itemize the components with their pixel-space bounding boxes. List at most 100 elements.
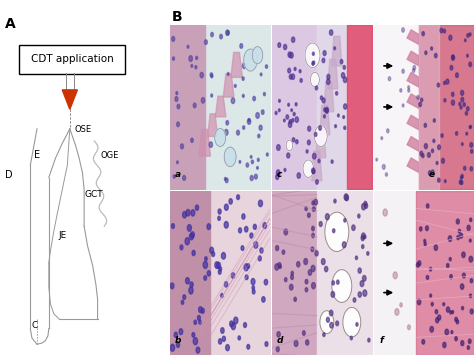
Circle shape xyxy=(470,125,472,128)
Circle shape xyxy=(203,261,208,268)
Circle shape xyxy=(459,102,461,106)
Circle shape xyxy=(320,311,334,334)
Circle shape xyxy=(219,269,221,274)
Circle shape xyxy=(466,132,468,135)
Circle shape xyxy=(299,70,301,73)
Circle shape xyxy=(343,307,361,337)
Circle shape xyxy=(332,281,335,285)
Circle shape xyxy=(460,176,462,179)
Circle shape xyxy=(311,283,315,289)
Circle shape xyxy=(325,109,328,113)
Circle shape xyxy=(210,73,213,77)
Circle shape xyxy=(362,233,365,239)
Circle shape xyxy=(312,61,315,65)
Polygon shape xyxy=(324,82,334,112)
Polygon shape xyxy=(215,96,226,117)
Circle shape xyxy=(276,347,279,352)
Circle shape xyxy=(252,47,263,64)
Circle shape xyxy=(258,200,263,207)
Circle shape xyxy=(461,90,464,95)
Circle shape xyxy=(431,149,434,153)
Circle shape xyxy=(368,338,370,342)
Circle shape xyxy=(314,132,317,136)
Circle shape xyxy=(443,342,446,348)
Circle shape xyxy=(266,153,268,156)
Circle shape xyxy=(340,60,343,64)
Text: d: d xyxy=(277,336,283,345)
Circle shape xyxy=(190,233,193,240)
Circle shape xyxy=(181,144,183,149)
Circle shape xyxy=(436,162,438,165)
Circle shape xyxy=(177,161,178,164)
Circle shape xyxy=(256,166,258,169)
Polygon shape xyxy=(231,53,242,77)
Circle shape xyxy=(253,224,256,229)
Circle shape xyxy=(412,69,415,72)
Circle shape xyxy=(311,168,315,173)
Circle shape xyxy=(456,132,458,135)
Circle shape xyxy=(173,175,175,178)
Circle shape xyxy=(460,284,464,289)
Circle shape xyxy=(193,103,196,108)
Circle shape xyxy=(335,125,337,128)
Circle shape xyxy=(312,233,314,237)
Circle shape xyxy=(441,134,443,137)
Circle shape xyxy=(367,252,369,255)
Circle shape xyxy=(288,52,292,58)
Circle shape xyxy=(460,180,463,185)
Circle shape xyxy=(356,256,357,260)
Circle shape xyxy=(343,66,346,69)
Circle shape xyxy=(226,345,229,351)
Polygon shape xyxy=(320,105,330,135)
Text: E: E xyxy=(34,150,40,160)
Circle shape xyxy=(312,169,315,174)
Circle shape xyxy=(463,103,465,106)
Circle shape xyxy=(240,44,243,48)
Circle shape xyxy=(400,303,402,307)
Circle shape xyxy=(260,73,262,76)
Circle shape xyxy=(305,43,320,67)
Circle shape xyxy=(211,32,213,37)
Circle shape xyxy=(463,273,465,278)
Circle shape xyxy=(422,154,424,158)
Circle shape xyxy=(431,302,433,306)
Circle shape xyxy=(450,311,452,314)
Circle shape xyxy=(311,226,314,231)
Text: OSE: OSE xyxy=(74,125,91,135)
Circle shape xyxy=(170,283,174,289)
Circle shape xyxy=(245,226,248,232)
Circle shape xyxy=(331,160,333,163)
Circle shape xyxy=(431,170,434,175)
Circle shape xyxy=(319,222,322,226)
Circle shape xyxy=(438,178,440,182)
Polygon shape xyxy=(208,114,218,136)
Circle shape xyxy=(195,66,197,69)
Circle shape xyxy=(259,125,262,130)
Circle shape xyxy=(204,276,207,280)
Circle shape xyxy=(252,286,255,290)
Polygon shape xyxy=(332,36,342,66)
Circle shape xyxy=(241,246,244,250)
Circle shape xyxy=(455,317,457,322)
Circle shape xyxy=(316,180,319,184)
Circle shape xyxy=(217,262,220,268)
Circle shape xyxy=(419,227,422,231)
Text: B: B xyxy=(171,10,182,24)
Circle shape xyxy=(329,30,333,35)
Circle shape xyxy=(244,49,257,71)
Circle shape xyxy=(225,204,228,211)
Circle shape xyxy=(197,315,201,320)
Circle shape xyxy=(364,201,367,206)
Polygon shape xyxy=(62,90,77,109)
Circle shape xyxy=(320,96,323,100)
Circle shape xyxy=(470,279,473,283)
Circle shape xyxy=(283,119,285,122)
Circle shape xyxy=(192,250,195,256)
Circle shape xyxy=(315,86,318,90)
Circle shape xyxy=(262,297,265,302)
Circle shape xyxy=(215,129,226,147)
Circle shape xyxy=(260,248,263,253)
Polygon shape xyxy=(407,158,419,173)
Circle shape xyxy=(462,306,464,310)
Circle shape xyxy=(181,300,184,304)
